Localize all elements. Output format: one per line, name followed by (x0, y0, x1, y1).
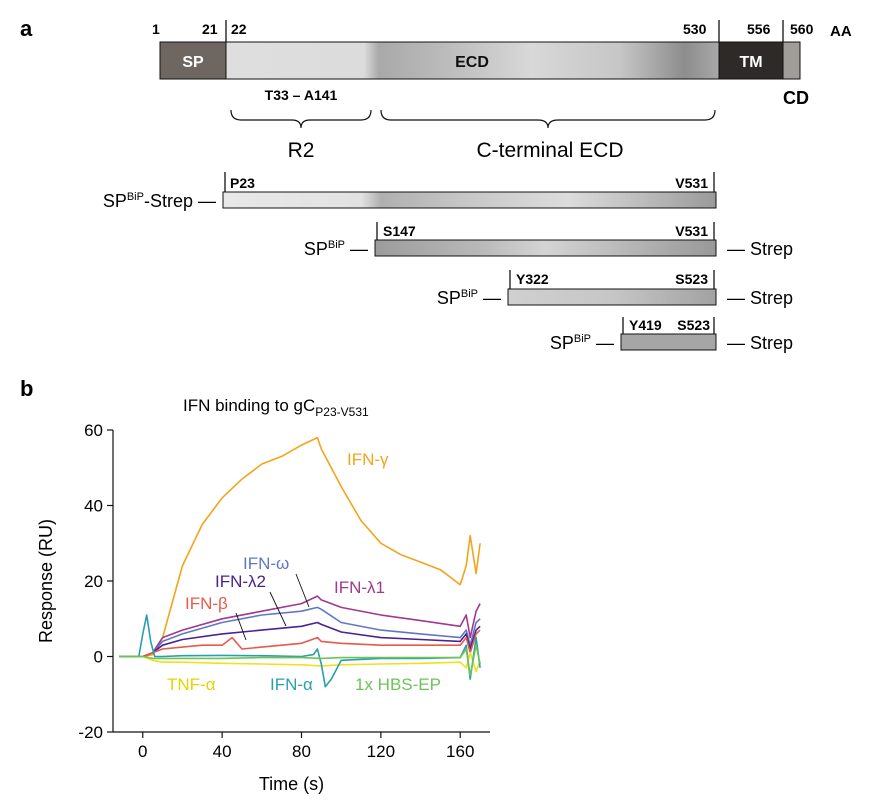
y-axis-label: Response (RU) (36, 519, 56, 643)
series-label-hbs-ep: 1x HBS-EP (355, 675, 441, 694)
sp-segment-label: SP (182, 54, 204, 71)
panel-b-label: b (20, 376, 33, 401)
region-label: T33 – A141 (265, 87, 338, 103)
y-tick-label: 20 (84, 572, 103, 591)
series-line-7 (119, 644, 481, 677)
sp-text: SP (437, 288, 461, 308)
y-tick-label: -20 (78, 723, 103, 742)
x-tick-label: 40 (213, 742, 232, 761)
bip-superscript: BiP (328, 239, 345, 251)
series-lines (119, 436, 481, 688)
prefix-suffix: — (478, 288, 501, 308)
series-label-ifn-gamma: IFN-γ (347, 450, 389, 469)
strep-label: — Strep (727, 333, 793, 353)
pos-label: 530 (683, 21, 707, 37)
chart-title-subscript: P23-V531 (315, 405, 369, 419)
x-ticks: 0 40 80 120 160 (138, 732, 474, 761)
series-label-ifn-lambda2: IFN-λ2 (215, 572, 266, 591)
bip-superscript: BiP (574, 333, 591, 345)
construct-y322-s523: Y322 S523 SPBiP — — Strep (437, 270, 793, 308)
series-label-tnf-alpha: TNF-α (167, 675, 216, 694)
construct-end: V531 (675, 175, 708, 191)
x-tick-label: 0 (138, 742, 147, 761)
x-axis-label: Time (s) (259, 774, 324, 794)
cd-label: CD (783, 88, 809, 108)
r2-label: R2 (288, 139, 315, 162)
position-ticks (225, 20, 784, 42)
y-tick-label: 40 (84, 497, 103, 516)
construct-s147-v531: S147 V531 SPBiP — — Strep (304, 222, 793, 259)
x-tick-label: 80 (292, 742, 311, 761)
prefix-suffix: -Strep — (144, 191, 216, 211)
construct-start: S147 (383, 223, 416, 239)
chart-title-main: IFN binding to gC (183, 396, 315, 415)
r2-brace (230, 109, 372, 129)
construct-prefix: SPBiP — (304, 239, 368, 259)
cterm-ecd-brace (380, 109, 716, 129)
prefix-suffix: — (591, 333, 614, 353)
series-line-2 (119, 606, 481, 658)
construct-end: S523 (675, 271, 708, 287)
series-line-1 (119, 595, 481, 658)
construct-start: Y419 (629, 317, 662, 333)
series-label-ifn-lambda1: IFN-λ1 (334, 578, 385, 597)
construct-start: P23 (230, 175, 255, 191)
series-label-ifn-omega: IFN-ω (243, 554, 289, 573)
bip-superscript: BiP (127, 191, 144, 203)
sp-text: SP (103, 191, 127, 211)
units-label: AA (830, 23, 852, 40)
pos-label: 560 (790, 21, 814, 37)
domain-bar (159, 41, 801, 80)
construct-end: S523 (677, 317, 710, 333)
x-tick-label: 160 (446, 742, 474, 761)
series-label-ifn-alpha: IFN-α (270, 675, 313, 694)
panel-a-label: a (20, 16, 33, 41)
construct-y419-s523: Y419 S523 SPBiP — — Strep (550, 317, 793, 353)
sp-text: SP (550, 333, 574, 353)
chart-title: IFN binding to gCP23-V531 (183, 396, 369, 419)
construct-p23-v531: P23 V531 SPBiP-Strep — (103, 172, 717, 211)
series-line-0 (119, 436, 481, 658)
y-ticks: -20 0 20 40 60 (78, 421, 113, 742)
x-tick-label: 120 (367, 742, 395, 761)
series-label-ifn-beta: IFN-β (185, 594, 228, 613)
cterm-ecd-label: C-terminal ECD (476, 139, 623, 162)
construct-prefix: SPBiP — (437, 288, 501, 308)
tm-segment-label: TM (739, 54, 762, 71)
construct-prefix: SPBiP — (550, 333, 614, 353)
strep-label: — Strep (727, 239, 793, 259)
series-line-3 (119, 621, 481, 658)
strep-label: — Strep (727, 288, 793, 308)
pos-label: 1 (152, 21, 160, 37)
construct-start: Y322 (516, 271, 549, 287)
prefix-suffix: — (345, 239, 368, 259)
pos-label: 21 (202, 21, 218, 37)
pos-label: 22 (231, 21, 247, 37)
y-tick-label: 0 (94, 648, 103, 667)
label-pointers (235, 573, 310, 641)
y-tick-label: 60 (84, 421, 103, 440)
construct-prefix: SPBiP-Strep — (103, 191, 216, 211)
sp-text: SP (304, 239, 328, 259)
construct-end: V531 (675, 223, 708, 239)
ecd-segment-label: ECD (455, 54, 489, 71)
pos-label: 556 (747, 21, 771, 37)
bip-superscript: BiP (461, 288, 478, 300)
series-line-4 (119, 629, 481, 658)
